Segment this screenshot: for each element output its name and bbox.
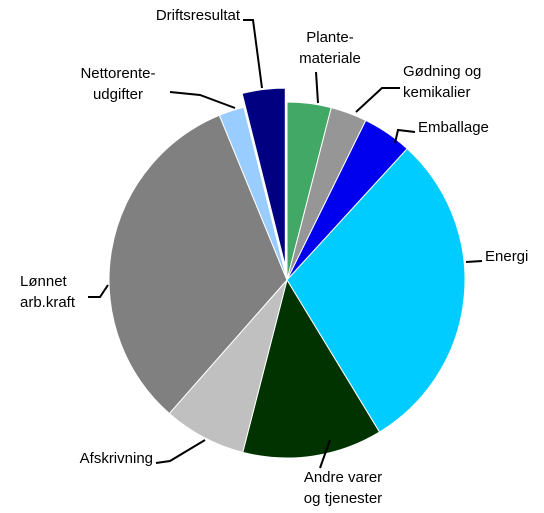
- slice-label: Gødning og kemikalier: [403, 63, 481, 101]
- leader-line: [465, 260, 483, 263]
- slice-label: Andre varer og tjenester: [304, 469, 382, 507]
- pie-slice: [108, 114, 288, 415]
- leader-line: [355, 87, 400, 113]
- leader-line: [169, 91, 236, 109]
- slice-label: Nettorente-udgifter: [80, 65, 155, 103]
- slice-label: Emballage: [418, 119, 489, 136]
- slice-label: Afskrivning: [80, 450, 153, 467]
- leader-line: [155, 439, 206, 464]
- pie-slice: [218, 106, 288, 281]
- pie-slice: [242, 278, 381, 459]
- slice-label: Energi: [485, 248, 528, 265]
- slice-label: Lønnet arb.kraft: [20, 273, 76, 311]
- leader-line: [243, 19, 263, 89]
- pie-slice: [241, 87, 286, 267]
- slice-label: Driftsresultat: [156, 7, 241, 24]
- leader-line: [315, 71, 319, 104]
- leader-line: [88, 284, 109, 298]
- pie-slice: [286, 148, 466, 433]
- leader-line: [394, 128, 416, 144]
- leader-line: [319, 439, 331, 469]
- slice-label: Plante-materiale: [299, 29, 361, 67]
